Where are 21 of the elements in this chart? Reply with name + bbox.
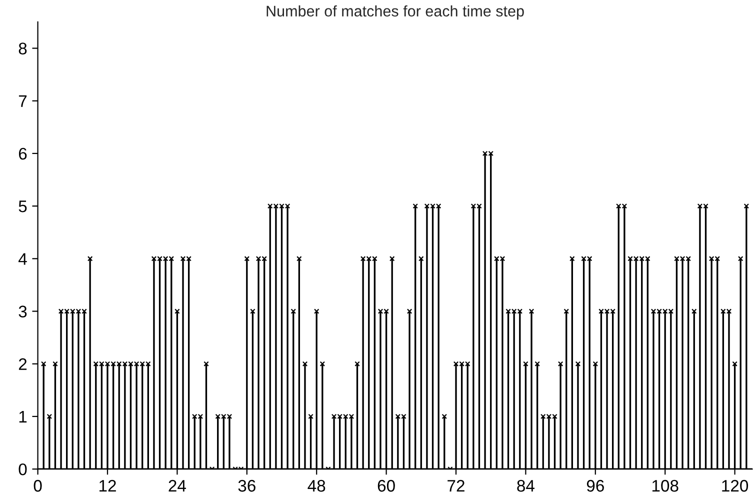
y-tick-label: 0 [18,463,27,476]
chart-title: Number of matches for each time step [266,5,524,20]
x-tick-label: 60 [378,480,395,492]
x-tick-label: 96 [586,480,604,492]
y-tick-label: 1 [19,411,27,422]
x-tick-label: 12 [100,480,116,492]
y-tick-label: 7 [18,95,27,107]
x-tick-label: 120 [722,480,748,492]
x-tick-label: 36 [238,480,256,492]
y-tick-label: 3 [18,306,27,318]
x-tick-label: 0 [34,480,42,492]
y-tick-label: 5 [18,200,27,212]
x-tick-label: 24 [168,480,186,492]
x-tick-label: 72 [448,480,464,492]
y-tick-label: 8 [18,42,27,54]
x-tick-label: 84 [517,480,534,492]
y-tick-label: 6 [18,148,27,160]
y-tick-label: 2 [18,358,27,370]
x-tick-label: 48 [308,480,326,492]
y-tick-label: 4 [18,253,27,265]
x-tick-label: 108 [652,480,678,492]
